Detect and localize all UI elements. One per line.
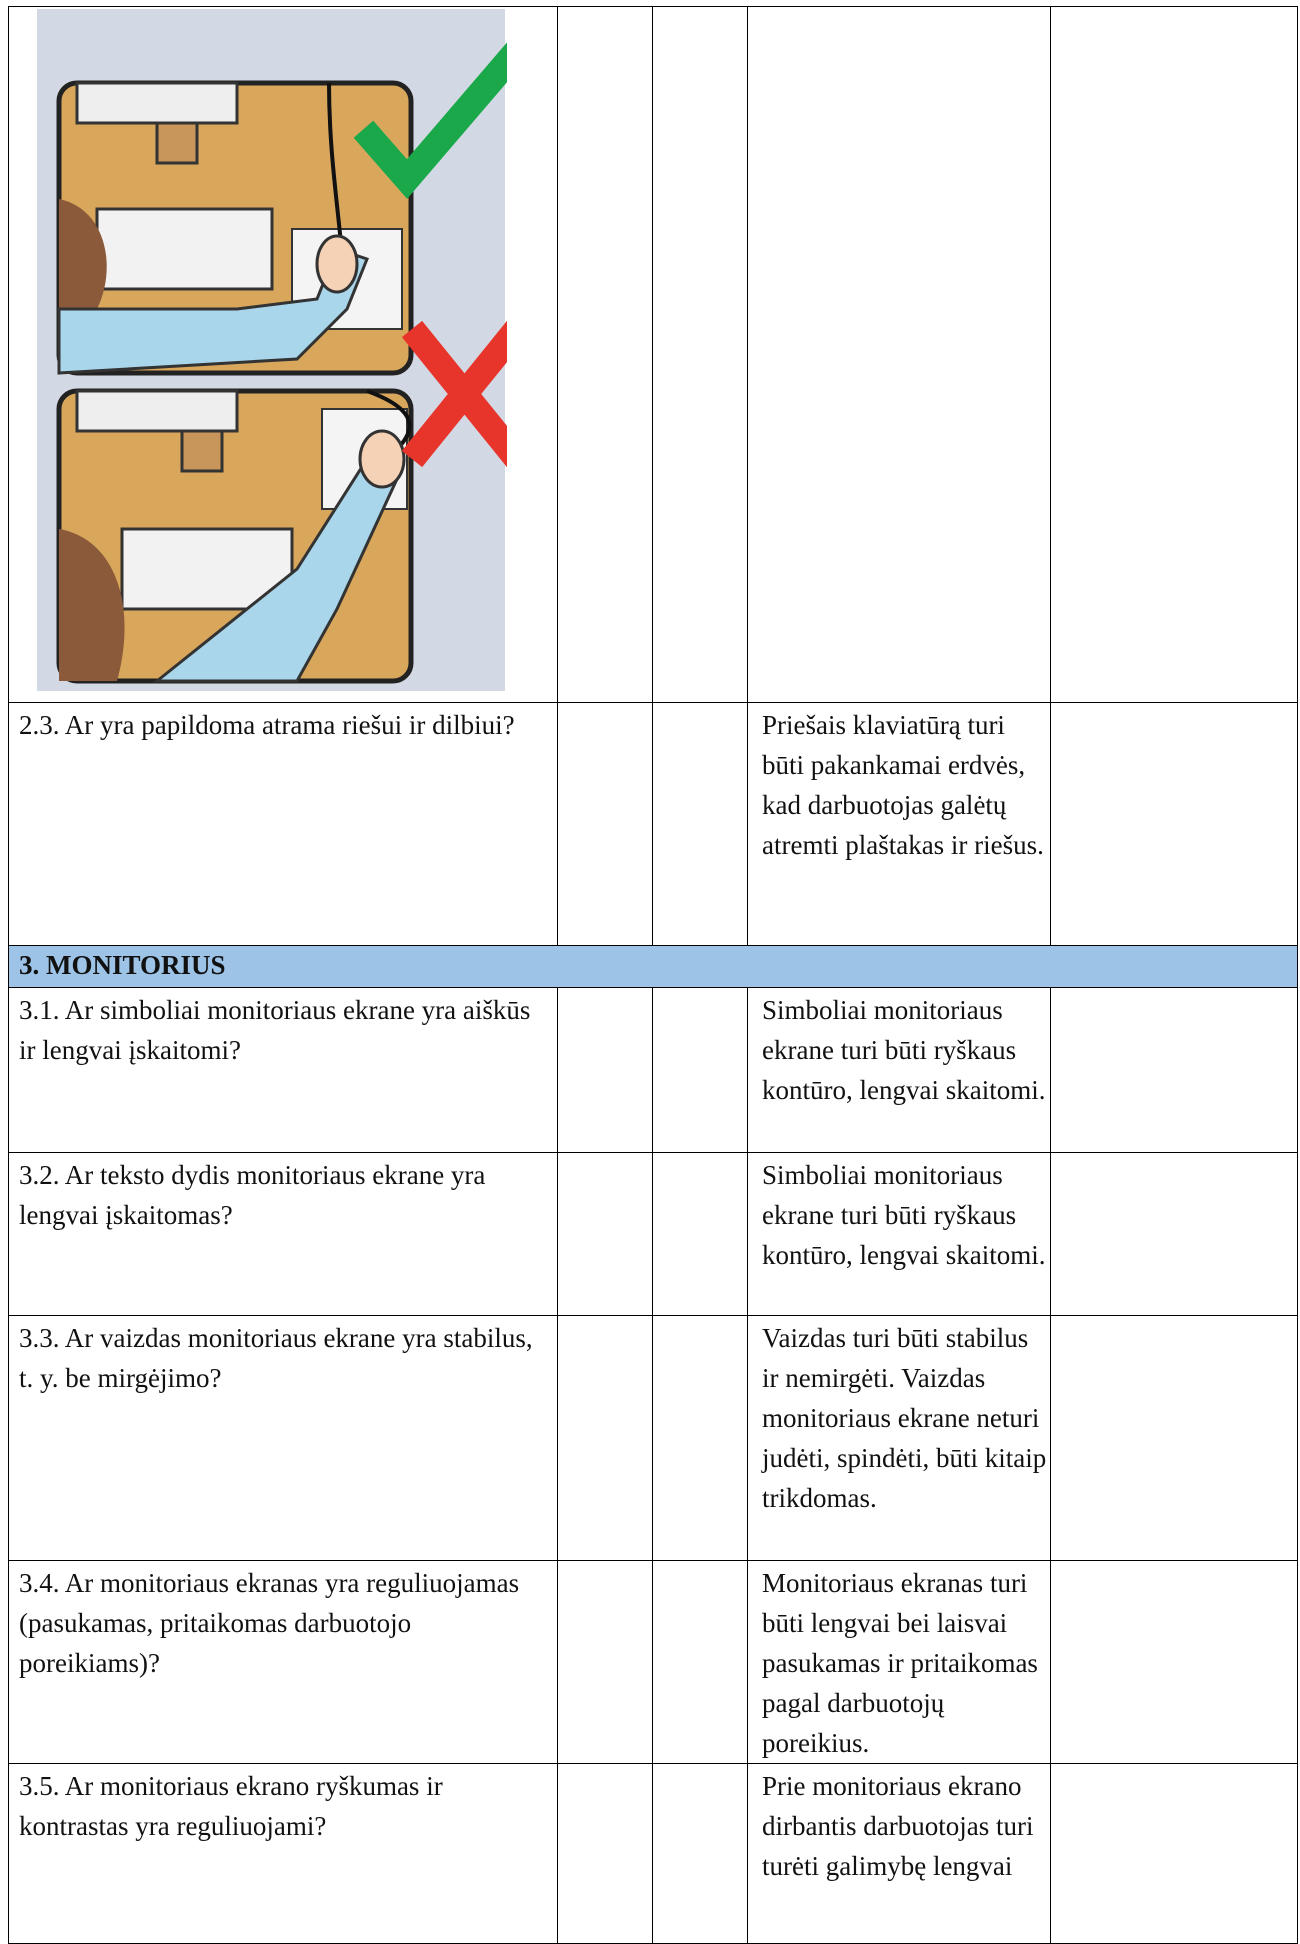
question: 2.3. Ar yra papildoma atrama riešui ir d…	[8, 702, 558, 946]
question: 3.1. Ar simboliai monitoriaus ekrane yra…	[8, 987, 558, 1153]
empty-cell	[557, 1152, 653, 1316]
empty-cell	[652, 702, 748, 946]
note: Monitoriaus ekranas turi būti lengvai be…	[747, 1560, 1051, 1764]
empty-cell	[652, 6, 748, 703]
image-cell	[8, 6, 558, 703]
note: Simboliai monitoriaus ekrane turi būti r…	[747, 1152, 1051, 1316]
empty-cell	[1050, 987, 1298, 1153]
checklist-table: 2.3. Ar yra papildoma atrama riešui ir d…	[8, 6, 1298, 1944]
empty-cell	[652, 1763, 748, 1944]
question: 3.4. Ar monitoriaus ekranas yra reguliuo…	[8, 1560, 558, 1764]
item-row: 3.5. Ar monitoriaus ekrano ryškumas ir k…	[8, 1763, 1298, 1944]
image-row	[8, 6, 1298, 703]
empty-cell	[557, 1763, 653, 1944]
item-row: 2.3. Ar yra papildoma atrama riešui ir d…	[8, 702, 1298, 946]
item-row: 3.3. Ar vaizdas monitoriaus ekrane yra s…	[8, 1315, 1298, 1561]
question: 3.5. Ar monitoriaus ekrano ryškumas ir k…	[8, 1763, 558, 1944]
empty-cell	[747, 6, 1051, 703]
empty-cell	[1050, 1152, 1298, 1316]
note: Simboliai monitoriaus ekrane turi būti r…	[747, 987, 1051, 1153]
empty-cell	[1050, 1763, 1298, 1944]
note: Prie monitoriaus ekrano dirbantis darbuo…	[747, 1763, 1051, 1944]
empty-cell	[557, 987, 653, 1153]
item-row: 3.2. Ar teksto dydis monitoriaus ekrane …	[8, 1152, 1298, 1316]
section-title: 3. MONITORIUS	[8, 945, 1298, 988]
empty-cell	[1050, 702, 1298, 946]
empty-cell	[1050, 1315, 1298, 1561]
section-row: 3. MONITORIUS	[8, 945, 1298, 988]
note: Vaizdas turi būti stabilus ir nemirgėti.…	[747, 1315, 1051, 1561]
empty-cell	[557, 1315, 653, 1561]
item-row: 3.4. Ar monitoriaus ekranas yra reguliuo…	[8, 1560, 1298, 1764]
question: 3.2. Ar teksto dydis monitoriaus ekrane …	[8, 1152, 558, 1316]
empty-cell	[557, 1560, 653, 1764]
empty-cell	[557, 702, 653, 946]
table-body: 2.3. Ar yra papildoma atrama riešui ir d…	[8, 6, 1298, 1944]
empty-cell	[557, 6, 653, 703]
empty-cell	[652, 1560, 748, 1764]
question: 3.3. Ar vaizdas monitoriaus ekrane yra s…	[8, 1315, 558, 1561]
item-row: 3.1. Ar simboliai monitoriaus ekrane yra…	[8, 987, 1298, 1153]
empty-cell	[652, 987, 748, 1153]
empty-cell	[652, 1152, 748, 1316]
illustration	[37, 9, 546, 691]
empty-cell	[652, 1315, 748, 1561]
note: Priešais klaviatūrą turi būti pakankamai…	[747, 702, 1051, 946]
empty-cell	[1050, 1560, 1298, 1764]
empty-cell	[1050, 6, 1298, 703]
